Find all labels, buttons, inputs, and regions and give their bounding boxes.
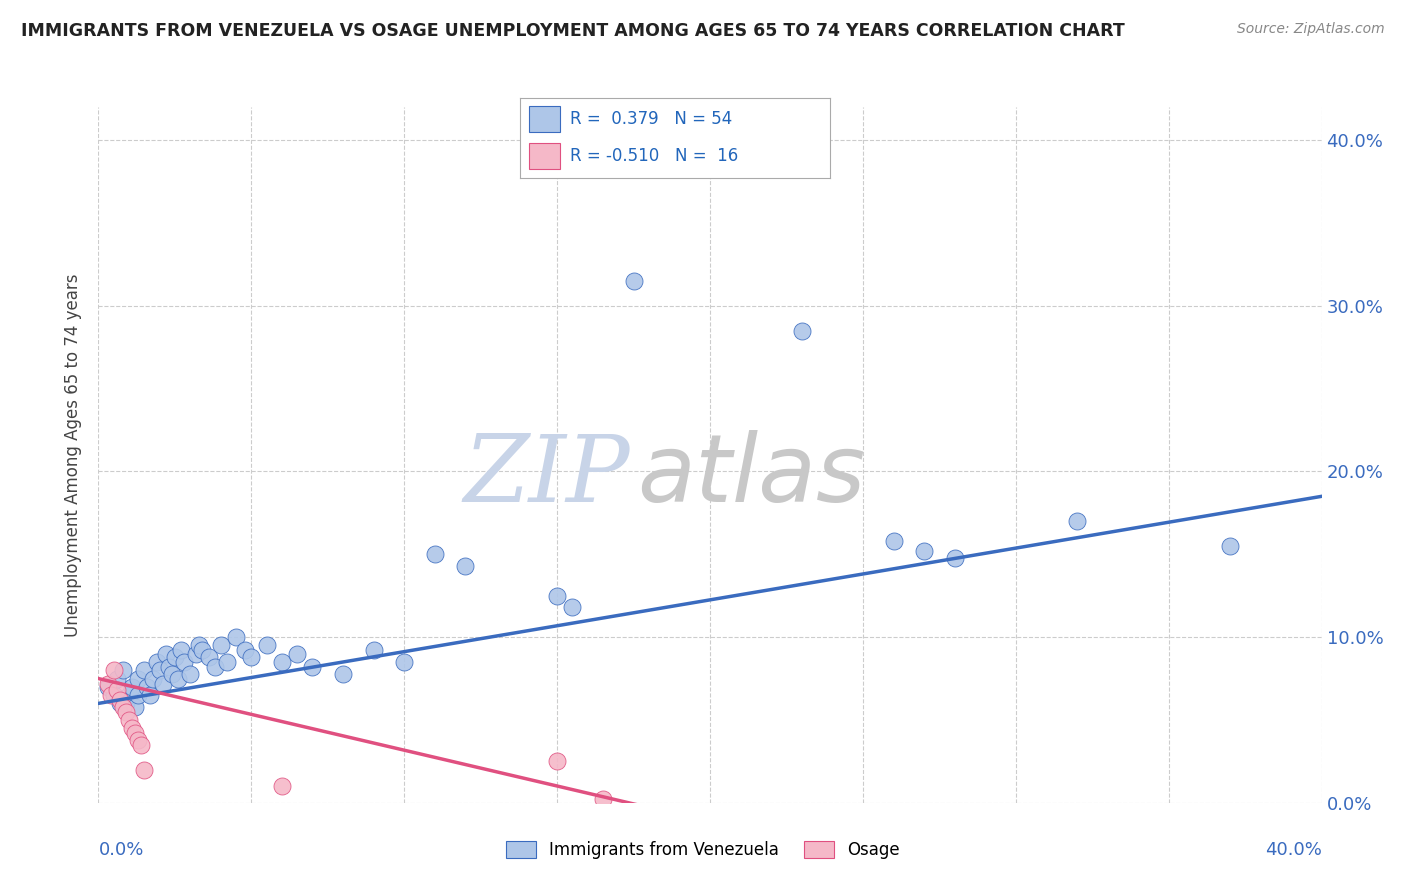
Point bbox=[215, 655, 238, 669]
Point bbox=[285, 647, 308, 661]
Point bbox=[256, 639, 278, 653]
Point bbox=[155, 647, 177, 661]
Point bbox=[127, 688, 149, 702]
Point bbox=[332, 666, 354, 681]
Point bbox=[204, 660, 226, 674]
Point bbox=[134, 763, 156, 777]
Point bbox=[103, 688, 125, 702]
Point bbox=[97, 676, 120, 690]
Point bbox=[111, 699, 134, 714]
Point bbox=[1066, 514, 1088, 528]
Point bbox=[1219, 539, 1241, 553]
Text: 40.0%: 40.0% bbox=[1265, 841, 1322, 859]
Point bbox=[145, 655, 167, 669]
Point bbox=[134, 663, 156, 677]
Point bbox=[111, 663, 134, 677]
Point bbox=[157, 660, 180, 674]
Point bbox=[170, 643, 193, 657]
Point bbox=[142, 672, 165, 686]
Point bbox=[149, 663, 172, 677]
Point bbox=[136, 680, 159, 694]
Point bbox=[209, 639, 232, 653]
Point bbox=[179, 666, 201, 681]
Point bbox=[592, 792, 614, 806]
Point bbox=[225, 630, 247, 644]
Point bbox=[191, 643, 214, 657]
Text: atlas: atlas bbox=[637, 430, 865, 521]
Point bbox=[103, 663, 125, 677]
Point bbox=[790, 324, 813, 338]
Point bbox=[127, 672, 149, 686]
Point bbox=[124, 699, 146, 714]
Legend: Immigrants from Venezuela, Osage: Immigrants from Venezuela, Osage bbox=[499, 834, 907, 866]
Point bbox=[623, 274, 645, 288]
Point bbox=[118, 713, 141, 727]
Bar bbox=[530, 143, 561, 169]
Point bbox=[100, 688, 122, 702]
Point bbox=[186, 647, 208, 661]
Point bbox=[454, 558, 477, 573]
Point bbox=[301, 660, 323, 674]
Bar bbox=[530, 106, 561, 132]
Text: 0.0%: 0.0% bbox=[98, 841, 143, 859]
Y-axis label: Unemployment Among Ages 65 to 74 years: Unemployment Among Ages 65 to 74 years bbox=[65, 273, 83, 637]
Point bbox=[105, 683, 128, 698]
Point bbox=[124, 726, 146, 740]
Point bbox=[240, 650, 263, 665]
Text: IMMIGRANTS FROM VENEZUELA VS OSAGE UNEMPLOYMENT AMONG AGES 65 TO 74 YEARS CORREL: IMMIGRANTS FROM VENEZUELA VS OSAGE UNEMP… bbox=[21, 22, 1125, 40]
Point bbox=[121, 721, 143, 735]
Text: Source: ZipAtlas.com: Source: ZipAtlas.com bbox=[1237, 22, 1385, 37]
Point bbox=[105, 672, 128, 686]
Point bbox=[118, 688, 141, 702]
Point bbox=[546, 589, 568, 603]
Point bbox=[115, 705, 138, 719]
Text: R =  0.379   N = 54: R = 0.379 N = 54 bbox=[569, 110, 733, 128]
Point bbox=[139, 688, 162, 702]
Point bbox=[392, 655, 416, 669]
Point bbox=[108, 697, 131, 711]
Point bbox=[121, 680, 143, 694]
Point bbox=[270, 779, 292, 793]
Point bbox=[561, 600, 583, 615]
Point bbox=[129, 738, 152, 752]
Point bbox=[115, 697, 138, 711]
Point bbox=[152, 676, 174, 690]
Point bbox=[97, 680, 120, 694]
Text: R = -0.510   N =  16: R = -0.510 N = 16 bbox=[569, 147, 738, 165]
Point bbox=[423, 547, 446, 561]
Point bbox=[197, 650, 219, 665]
Point bbox=[912, 544, 935, 558]
Point bbox=[943, 550, 966, 565]
Point bbox=[363, 643, 385, 657]
Point bbox=[173, 655, 195, 669]
Point bbox=[160, 666, 183, 681]
Point bbox=[188, 639, 211, 653]
Point bbox=[883, 534, 905, 549]
Point bbox=[233, 643, 256, 657]
Point bbox=[108, 693, 131, 707]
Text: ZIP: ZIP bbox=[464, 431, 630, 521]
Point bbox=[163, 650, 186, 665]
Point bbox=[127, 732, 149, 747]
Point bbox=[546, 755, 568, 769]
Point bbox=[270, 655, 292, 669]
Point bbox=[167, 672, 190, 686]
